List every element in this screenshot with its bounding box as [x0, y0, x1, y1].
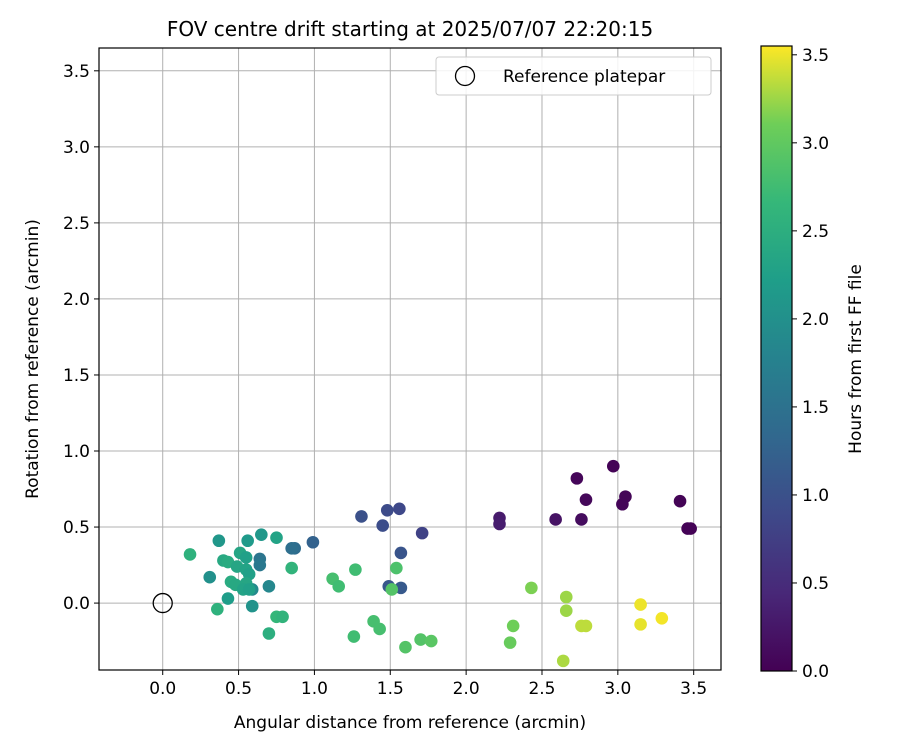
y-tick-label: 1.0: [63, 442, 90, 462]
y-tick-label: 3.5: [63, 62, 90, 82]
data-point: [606, 459, 620, 473]
data-point: [390, 561, 403, 575]
data-point: [285, 561, 298, 575]
legend-label: Reference platepar: [503, 67, 665, 87]
data-point: [349, 563, 362, 576]
x-axis-label: Angular distance from reference (arcmin): [234, 713, 586, 733]
data-point: [673, 494, 687, 508]
colorbar-label: Hours from first FF file: [846, 264, 866, 454]
data-point: [212, 534, 226, 548]
legend: Reference platepar: [435, 56, 712, 96]
data-point: [414, 633, 427, 646]
colorbar-tick-label: 2.5: [802, 222, 829, 242]
data-point: [393, 502, 406, 516]
y-tick-label: 2.0: [63, 290, 90, 310]
data-point: [684, 522, 697, 535]
grid-lines: [99, 48, 721, 670]
data-point: [373, 622, 386, 636]
colorbar-tick-label: 0.5: [802, 574, 829, 594]
data-point: [221, 592, 235, 605]
data-point: [503, 636, 517, 649]
data-point: [355, 510, 368, 523]
y-axis-ticks: 0.0 0.5 1.0 1.5 2.0 2.5 3.0 3.5: [63, 62, 99, 614]
y-tick-label: 3.0: [63, 138, 90, 158]
x-tick-label: 0.0: [149, 679, 176, 699]
data-point: [579, 619, 593, 633]
x-tick-label: 3.0: [604, 679, 631, 699]
data-point: [380, 504, 394, 517]
reference-point-marker: [152, 592, 173, 614]
data-point: [493, 517, 506, 531]
data-point: [276, 610, 289, 624]
data-point: [655, 611, 669, 625]
legend-box: [435, 56, 712, 96]
data-point: [332, 580, 345, 593]
data-point: [262, 580, 276, 593]
colorbar-tick-label: 0.0: [802, 662, 829, 682]
data-point: [270, 531, 283, 544]
colorbar-tick-label: 3.0: [802, 134, 829, 154]
colorbar-tick-label: 1.5: [802, 398, 829, 418]
x-tick-label: 1.0: [301, 679, 328, 699]
data-point: [634, 598, 647, 611]
data-point: [253, 558, 267, 572]
data-point: [506, 619, 520, 633]
data-point: [556, 654, 570, 668]
data-point: [525, 581, 538, 595]
x-axis-ticks: 0.0 0.5 1.0 1.5 2.0 2.5 3.0 3.5: [149, 670, 707, 699]
data-point: [306, 535, 320, 549]
data-point: [385, 583, 399, 596]
data-point: [245, 599, 259, 613]
data-point: [183, 548, 197, 561]
data-point: [570, 472, 584, 485]
data-points: [183, 459, 697, 668]
chart-title: FOV centre drift starting at 2025/07/07 …: [167, 17, 653, 41]
data-point: [239, 551, 253, 564]
colorbar: 0.0 0.5 1.0 1.5 2.0 2.5 3.0 3.5 Hours from firs…: [760, 45, 866, 682]
data-point: [559, 590, 573, 604]
data-point: [376, 519, 389, 532]
colorbar-tick-label: 2.0: [802, 310, 829, 330]
colorbar-gradient: [760, 45, 793, 672]
plot-area: 0.0 0.5 1.0 1.5 2.0 2.5 3.0 3.5 0.0 0.5 1.0 1.5 2.0…: [63, 47, 722, 699]
data-point: [211, 602, 224, 616]
y-tick-label: 1.5: [63, 366, 90, 386]
y-tick-label: 0.5: [63, 518, 90, 538]
y-axis-label: Rotation from reference (arcmin): [23, 219, 43, 499]
data-point: [616, 497, 629, 511]
data-point: [203, 570, 217, 584]
y-tick-label: 0.0: [63, 594, 90, 614]
x-tick-label: 1.5: [377, 679, 404, 699]
legend-marker: [454, 65, 476, 87]
data-point: [347, 630, 361, 643]
data-point: [424, 634, 438, 648]
data-point: [415, 526, 429, 540]
data-point: [394, 546, 408, 560]
data-point: [255, 528, 268, 541]
data-point: [579, 493, 593, 506]
x-tick-label: 2.0: [453, 679, 480, 699]
data-point: [575, 513, 588, 526]
data-point: [285, 542, 298, 555]
data-point: [241, 534, 254, 548]
x-tick-label: 3.5: [680, 679, 707, 699]
data-point: [634, 618, 647, 631]
plot-frame: [98, 47, 722, 671]
y-tick-label: 2.5: [63, 214, 90, 234]
colorbar-ticks: 0.0 0.5 1.0 1.5 2.0 2.5 3.0 3.5: [792, 46, 829, 682]
x-tick-label: 2.5: [528, 679, 555, 699]
data-point: [549, 513, 562, 526]
colorbar-tick-label: 1.0: [802, 486, 829, 506]
data-point: [242, 583, 256, 596]
data-point: [399, 640, 412, 654]
data-point: [559, 604, 573, 617]
x-tick-label: 0.5: [225, 679, 252, 699]
data-point: [262, 627, 276, 640]
colorbar-tick-label: 3.5: [802, 46, 829, 66]
